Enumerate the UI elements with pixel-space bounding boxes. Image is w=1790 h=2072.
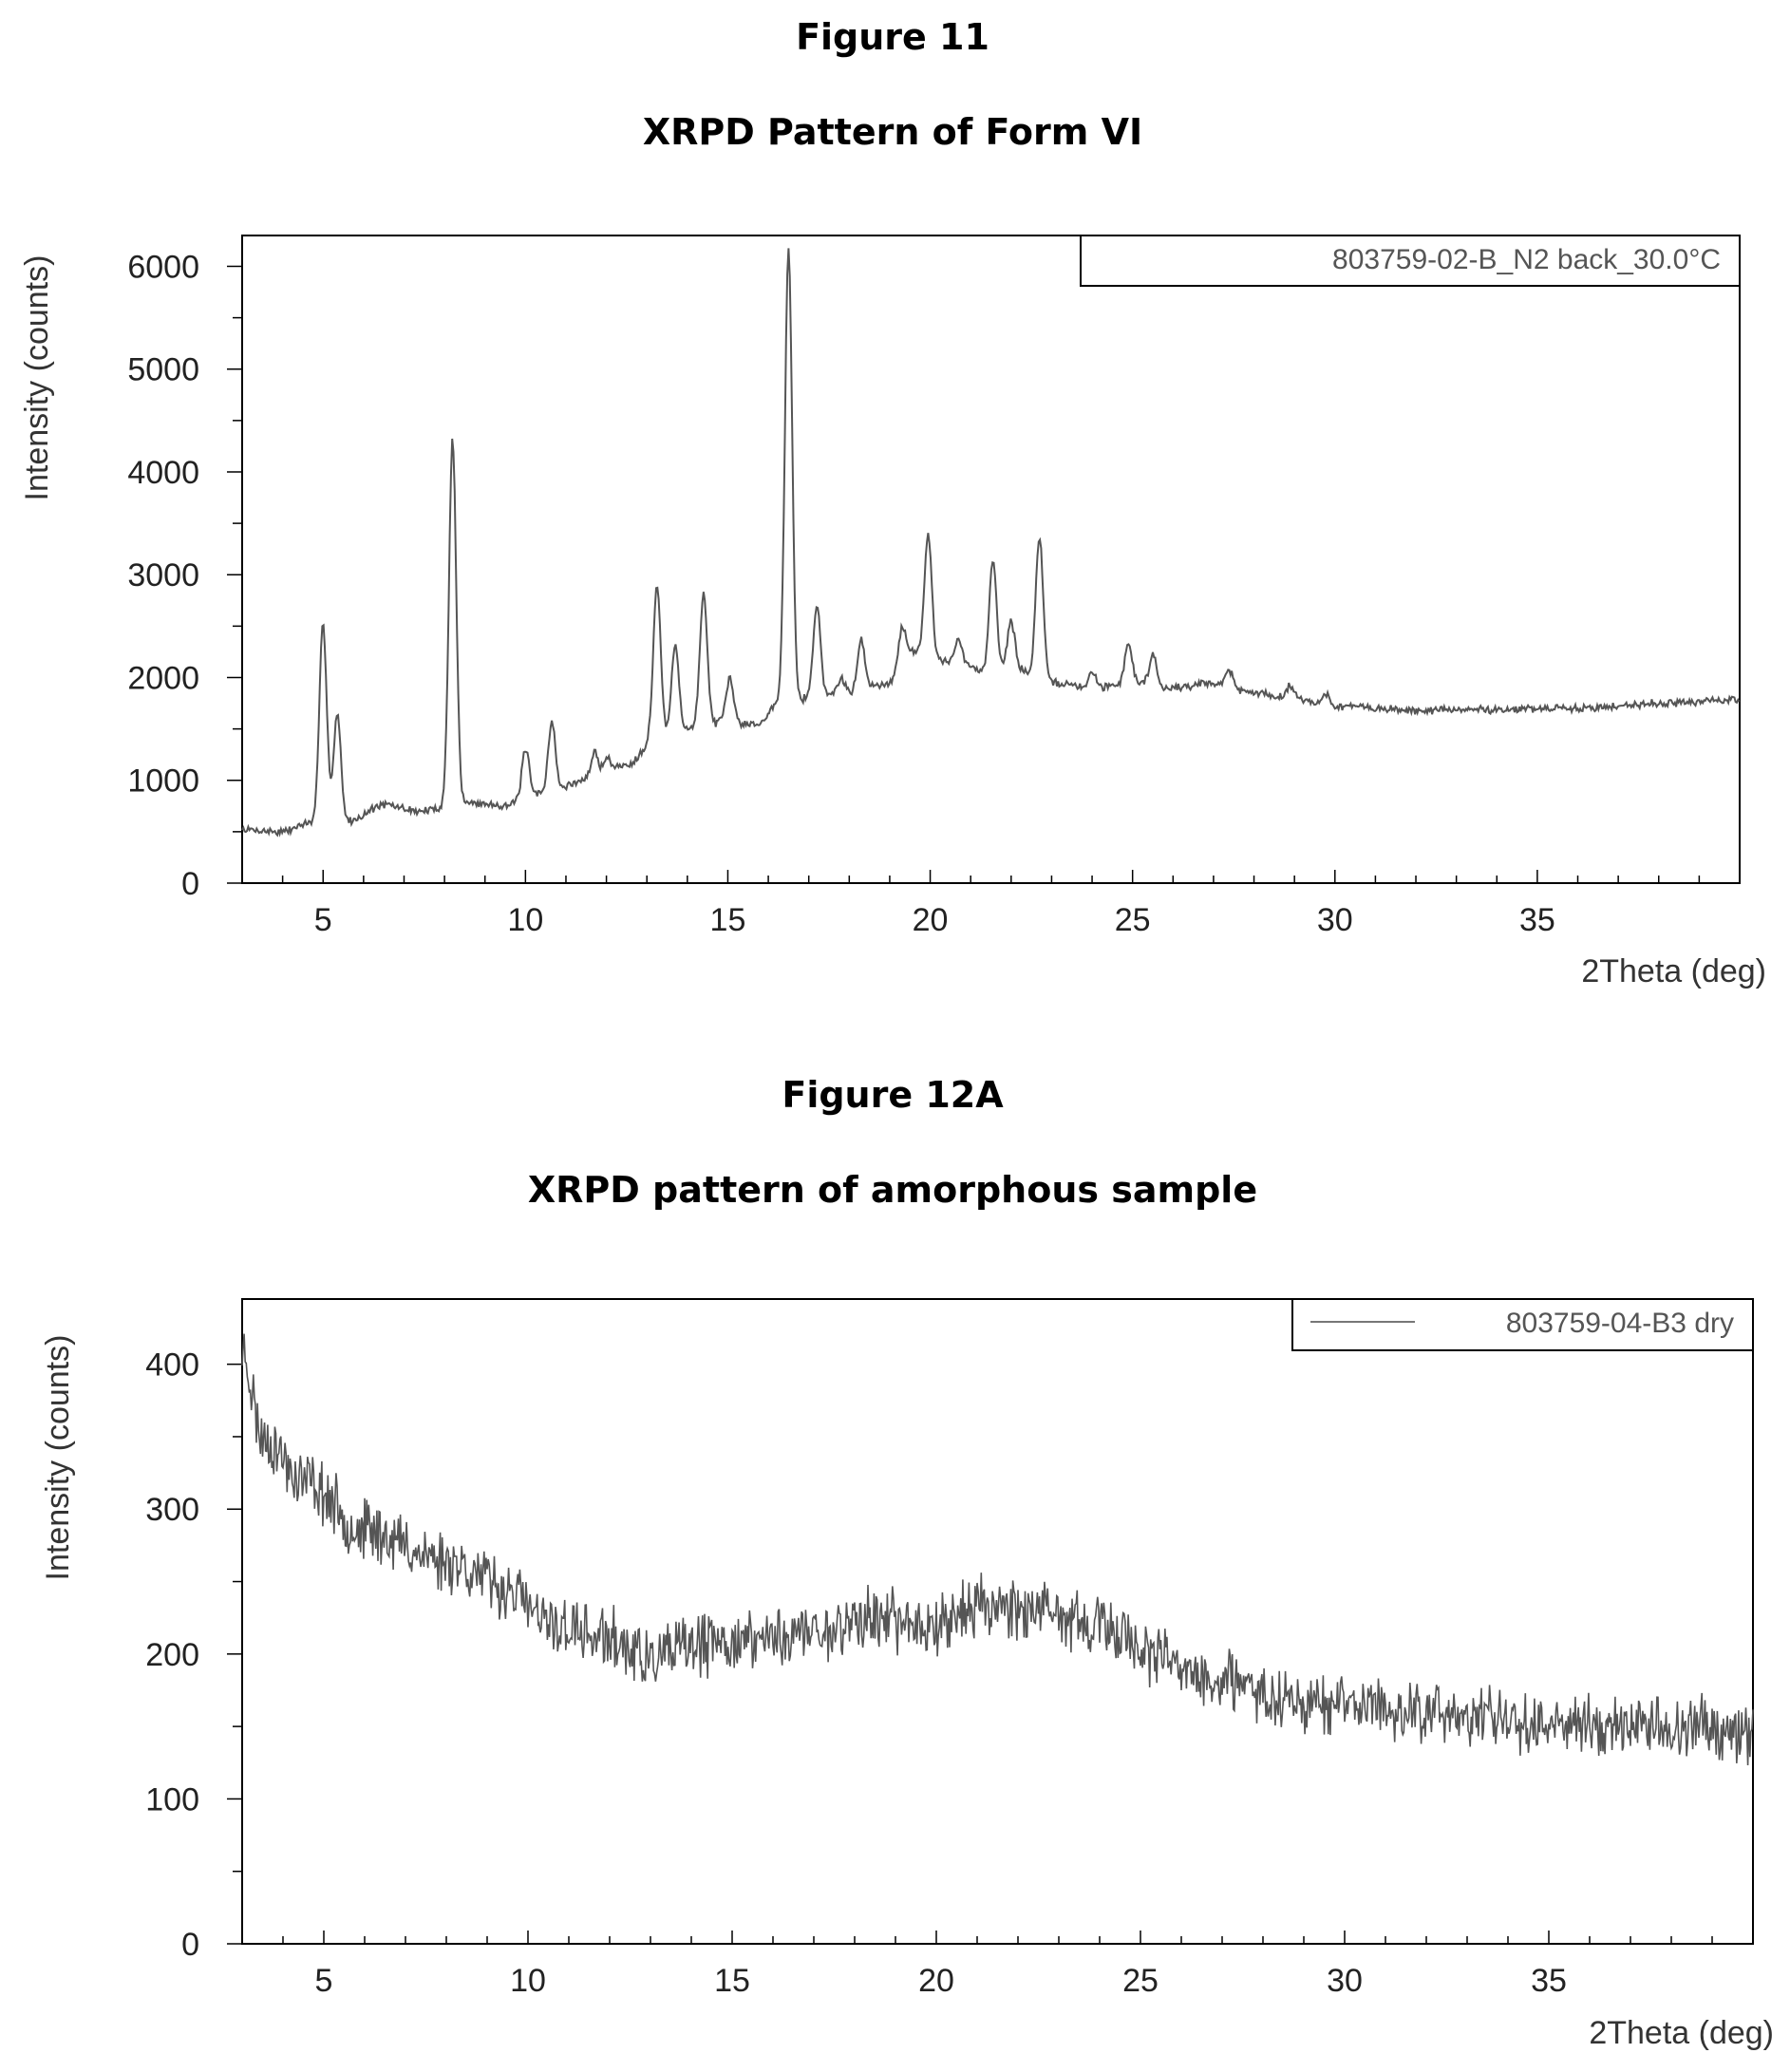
plot-frame <box>241 1298 1754 1945</box>
y-tick-label: 6000 <box>127 249 199 285</box>
chart-title: XRPD Pattern of Form VI <box>643 111 1142 153</box>
y-tick-label: 3000 <box>127 557 199 593</box>
x-tick-label: 5 <box>315 1963 333 1999</box>
figure-label: Figure 11 <box>796 16 989 58</box>
x-axis-label: 2Theta (deg) <box>1589 2015 1774 2051</box>
series-line <box>241 248 1741 838</box>
y-tick-label: 4000 <box>127 455 199 491</box>
x-tick-label: 10 <box>507 902 543 938</box>
y-axis-label: Intensity (counts) <box>19 255 55 501</box>
x-axis-label: 2Theta (deg) <box>1581 953 1766 989</box>
y-tick-label: 0 <box>181 1927 199 1963</box>
legend-label: 803759-02-B_N2 back_30.0°C <box>1332 244 1721 275</box>
axis-ticks: 5 10 15 20 25 30 35 0 100 200 300 400 <box>145 1347 1754 1999</box>
x-tick-label: 35 <box>1531 1963 1567 1999</box>
x-tick-label: 25 <box>1115 902 1151 938</box>
series-line <box>241 1333 1754 1766</box>
y-tick-label: 2000 <box>127 660 199 696</box>
y-tick-label: 1000 <box>127 763 199 800</box>
x-tick-label: 30 <box>1327 1963 1363 1999</box>
y-tick-label: 400 <box>145 1347 199 1384</box>
y-tick-label: 100 <box>145 1781 199 1818</box>
y-tick-label: 5000 <box>127 352 199 388</box>
y-tick-label: 0 <box>181 866 199 902</box>
y-tick-label: 200 <box>145 1637 199 1673</box>
y-tick-label: 300 <box>145 1492 199 1528</box>
x-tick-label: 30 <box>1317 902 1353 938</box>
x-tick-label: 35 <box>1519 902 1555 938</box>
legend-box <box>1080 235 1741 287</box>
chart-title: XRPD pattern of amorphous sample <box>528 1169 1257 1211</box>
x-tick-label: 20 <box>918 1963 954 1999</box>
legend-box <box>1291 1298 1754 1351</box>
x-tick-label: 20 <box>913 902 949 938</box>
chart-form-vi: Figure 11 XRPD Pattern of Form VI 5 10 15 2… <box>19 16 1766 989</box>
x-tick-label: 15 <box>714 1963 750 1999</box>
figure-label: Figure 12A <box>782 1074 1004 1116</box>
x-tick-label: 10 <box>510 1963 546 1999</box>
plot-frame <box>241 235 1741 884</box>
x-tick-label: 25 <box>1122 1963 1159 1999</box>
x-tick-label: 5 <box>314 902 332 938</box>
axis-ticks: 5 10 15 20 25 30 35 0 1000 2000 3000 4000 5000 6000 <box>127 249 1741 938</box>
y-axis-label: Intensity (counts) <box>40 1335 76 1581</box>
legend-label: 803759-04-B3 dry <box>1506 1308 1734 1339</box>
chart-amorphous: Figure 12A XRPD pattern of amorphous sam… <box>40 1074 1774 2051</box>
x-tick-label: 15 <box>710 902 746 938</box>
